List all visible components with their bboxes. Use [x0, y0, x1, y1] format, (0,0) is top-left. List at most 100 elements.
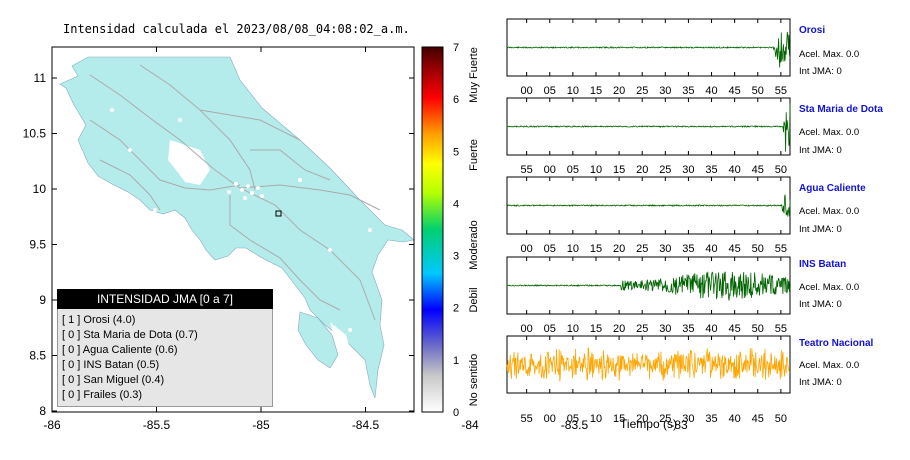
colorbar-tick-label: 5 — [453, 146, 459, 158]
seis-tick-label: 45 — [752, 413, 764, 425]
station-name-teatro-nacional: Teatro Nacional — [799, 338, 874, 349]
seis-tick-label: 20 — [613, 323, 625, 335]
legend-item: [ 0 ] Agua Caliente (0.6) — [62, 344, 178, 356]
colorbar-tick-label: 4 — [453, 198, 459, 210]
town-dots — [110, 108, 372, 332]
seis-tick-label: 10 — [567, 323, 579, 335]
seis-tick-label: 40 — [705, 243, 717, 255]
seis-tick-label: 45 — [752, 164, 764, 176]
seis-tick-label: 10 — [590, 413, 602, 425]
map-y-tick-label: 8 — [39, 404, 46, 418]
seis-tick-label: 25 — [636, 85, 648, 97]
colorbar-tick-label: 0 — [453, 407, 459, 419]
seis-tick-label: 00 — [521, 323, 533, 335]
seis-tick-label: 20 — [613, 85, 625, 97]
seis-tick-label: 50 — [775, 413, 787, 425]
map-x-tick-label: -86 — [43, 418, 61, 432]
colorbar-tick-label: 7 — [453, 42, 459, 54]
osa-peninsula — [297, 311, 339, 369]
seis-tick-label: 45 — [729, 323, 741, 335]
map-y-tick-label: 9.5 — [29, 238, 46, 252]
seismogram-trace — [506, 194, 791, 217]
colorbar-category-label: Moderado — [468, 220, 480, 270]
seis-tick-label: 45 — [729, 85, 741, 97]
seis-tick-label: 30 — [682, 413, 694, 425]
seis-tick-label: 35 — [682, 85, 694, 97]
seismogram-panel: 00 05 10 15 20 25 30 35 40 45 50 55 — [506, 18, 791, 97]
seis-tick-label: 40 — [705, 85, 717, 97]
map-y-tick-label: 8.5 — [29, 349, 46, 363]
station-name-sta-maria: Sta Maria de Dota — [799, 104, 883, 115]
seis-x-axis-label: Tiempo (s) — [620, 417, 677, 431]
seis-tick-label: 15 — [613, 413, 625, 425]
map-y-tick-label: 10.5 — [23, 127, 47, 141]
colorbar-category-label: Fuerte — [468, 139, 480, 171]
colorbar-tick-label: 2 — [453, 303, 459, 315]
station-accel: Acel. Max. 0.0 — [799, 206, 860, 217]
seis-tick-label: 15 — [590, 85, 602, 97]
station-int: Int JMA: 0 — [799, 377, 842, 388]
map-x-tick-label: -83.5 — [561, 418, 589, 432]
seis-tick-label: 05 — [567, 164, 579, 176]
colorbar-scale — [421, 46, 444, 413]
road-network — [89, 64, 381, 321]
seis-tick-label: 50 — [752, 323, 764, 335]
colorbar-category-label: Debil — [468, 287, 480, 312]
seis-tick-label: 55 — [775, 85, 787, 97]
seismogram-trace — [506, 31, 791, 68]
station-name-orosi: Orosi — [799, 25, 826, 36]
seis-tick-label: 10 — [567, 85, 579, 97]
seis-tick-label: 00 — [521, 243, 533, 255]
seis-tick-label: 40 — [729, 164, 741, 176]
colorbar-tick-label: 3 — [453, 251, 459, 263]
seis-tick-label: 55 — [775, 323, 787, 335]
seis-tick-label: 40 — [705, 323, 717, 335]
seis-tick-label: 15 — [590, 243, 602, 255]
station-name-ins-batan: INS Batan — [799, 259, 847, 270]
station-accel: Acel. Max. 0.0 — [799, 49, 860, 60]
seis-tick-label: 00 — [544, 413, 556, 425]
seis-tick-label: 25 — [636, 243, 648, 255]
seis-tick-label: 45 — [729, 243, 741, 255]
station-accel: Acel. Max. 0.0 — [799, 282, 860, 293]
map-y-tick-label: 10 — [33, 182, 47, 196]
seismogram-trace — [506, 103, 791, 152]
legend-item: [ 0 ] San Miguel (0.4) — [62, 374, 165, 386]
station-int: Int JMA: 0 — [799, 145, 842, 156]
station-accel: Acel. Max. 0.0 — [799, 127, 860, 138]
seis-tick-label: 05 — [544, 243, 556, 255]
legend-item: [ 0 ] Frailes (0.3) — [62, 389, 143, 401]
seismogram-panel: 00 05 10 15 20 25 30 35 40 45 50 55 — [506, 176, 791, 255]
legend-item: [ 0 ] Sta Maria de Dota (0.7) — [62, 329, 198, 341]
seis-tick-label: 05 — [567, 413, 579, 425]
costa-rica-land — [59, 56, 415, 399]
seis-tick-label: 00 — [544, 164, 556, 176]
station-accel: Acel. Max. 0.0 — [799, 360, 860, 371]
colorbar-tick-label: 6 — [453, 94, 459, 106]
seis-tick-label: 50 — [775, 164, 787, 176]
map-title: Intensidad calculada el 2023/08/08_04:08… — [63, 22, 410, 36]
map-x-tick-label: -85 — [252, 418, 270, 432]
seis-tick-label: 35 — [705, 164, 717, 176]
seismogram-trace — [506, 347, 791, 382]
seis-tick-label: 50 — [752, 85, 764, 97]
seis-tick-label: 15 — [613, 164, 625, 176]
seis-tick-label: 05 — [544, 323, 556, 335]
seis-tick-label: 20 — [636, 413, 648, 425]
colorbar-tick-label: 1 — [453, 355, 459, 367]
map-x-tick-label: -85.5 — [143, 418, 171, 432]
seismogram-panel: 00 05 10 15 20 25 30 35 40 45 50 55 — [506, 256, 791, 335]
seis-tick-label: 25 — [636, 323, 648, 335]
seismogram-trace — [506, 271, 791, 301]
seis-tick-label: 40 — [729, 413, 741, 425]
seis-tick-label: 25 — [659, 413, 671, 425]
map-frame — [51, 46, 415, 413]
seis-tick-label: 20 — [636, 164, 648, 176]
seis-tick-label: 50 — [752, 243, 764, 255]
seis-tick-label: 30 — [659, 323, 671, 335]
legend-title: INTENSIDAD JMA [0 a 7] — [57, 289, 273, 309]
colorbar-category-label: No sentido — [468, 354, 480, 407]
station-int: Int JMA: 0 — [799, 299, 842, 310]
epicenter-marker — [275, 210, 282, 217]
